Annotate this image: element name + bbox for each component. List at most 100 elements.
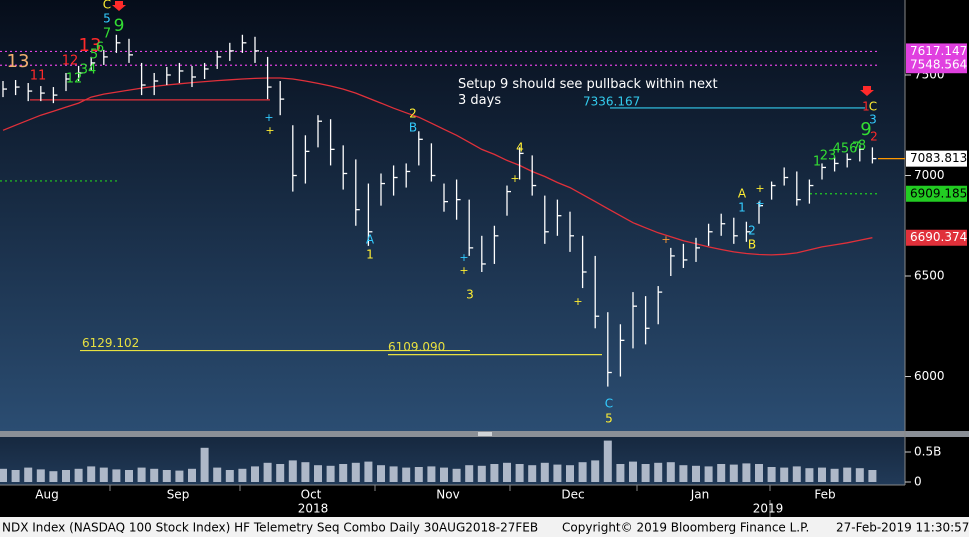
volume-bar — [414, 467, 423, 482]
level-label: 6129.102 — [82, 336, 139, 350]
level-tag — [906, 229, 967, 246]
volume-bar — [452, 468, 461, 482]
volume-bar — [389, 466, 398, 482]
volume-bar — [377, 465, 385, 482]
volume-bar — [591, 460, 600, 482]
volume-bar — [780, 467, 789, 482]
volume-bar — [326, 465, 335, 482]
annotation: + — [661, 233, 670, 246]
volume-bar — [99, 467, 108, 482]
divider-handle — [478, 432, 492, 436]
volume-bar — [603, 440, 612, 482]
annotation: C — [869, 100, 877, 114]
annotation: 1 — [862, 100, 870, 114]
annotation: 1 — [738, 201, 746, 215]
month-label: Jan — [690, 488, 710, 502]
annotation: 23 — [820, 149, 837, 164]
volume-bar — [654, 462, 663, 482]
level-tag — [906, 57, 967, 74]
volume-bar — [238, 468, 247, 482]
annotation: B — [748, 238, 756, 252]
annotation: 1 — [813, 155, 821, 170]
volume-bar — [0, 468, 7, 482]
month-label: Feb — [814, 488, 835, 502]
volume-bar — [36, 469, 45, 482]
month-label: Oct — [301, 488, 322, 502]
volume-bar — [553, 464, 562, 482]
annotation: 1 — [366, 248, 374, 262]
volume-bar — [805, 468, 814, 482]
annotation: 3 — [466, 288, 474, 302]
volume-bar — [301, 462, 310, 482]
annotation: 5 — [103, 12, 111, 26]
volume-bar — [540, 462, 549, 482]
volume-bar — [125, 470, 133, 482]
volume-bar — [339, 464, 348, 482]
volume-bar — [175, 470, 184, 482]
volume-bar — [263, 462, 272, 482]
volume-bar — [200, 447, 209, 482]
annotation: + — [265, 124, 274, 137]
volume-bar — [616, 464, 625, 482]
level-tag-label: 7617.147 — [910, 44, 967, 58]
volume-bar — [490, 464, 499, 482]
footer-copyright: Copyright© 2019 Bloomberg Finance L.P. — [562, 521, 809, 535]
volume-bar — [742, 463, 751, 482]
annotation: 12 — [62, 54, 79, 69]
annotation: + — [264, 111, 273, 124]
volume-bar — [578, 462, 587, 482]
volume-bar — [288, 460, 297, 482]
month-label: Nov — [436, 488, 459, 502]
annotation: 13 — [7, 51, 30, 72]
y-tick-label: 6000 — [914, 369, 945, 383]
annotation: 2 — [748, 224, 756, 238]
volume-bar — [74, 468, 83, 482]
year-label: 2019 — [753, 502, 784, 516]
level-tag — [906, 43, 967, 60]
volume-bar — [767, 467, 776, 482]
volume-bar — [566, 465, 574, 482]
volume-bar — [188, 468, 196, 482]
annotation: 6 — [96, 41, 104, 56]
annotation: 456 — [833, 142, 858, 157]
level-tag-label: 7548.564 — [910, 58, 967, 72]
volume-bar — [402, 467, 411, 482]
volume-bar — [62, 470, 70, 482]
volume-tick-label: 0 — [914, 475, 922, 489]
annotation: 9 — [114, 16, 125, 36]
annotation: B — [409, 121, 417, 135]
y-tick-label: 6500 — [914, 269, 945, 283]
footer — [0, 517, 969, 537]
annotation: 5 — [90, 48, 98, 63]
level-label: 6109.090 — [388, 340, 445, 354]
volume-bar — [351, 462, 360, 482]
annotation: A — [366, 233, 375, 247]
level-tag — [906, 150, 967, 167]
volume-bar — [87, 466, 96, 482]
year-label: 2018 — [298, 502, 329, 516]
volume-bar — [855, 468, 864, 482]
annotation: 4 — [516, 141, 524, 155]
month-label: Dec — [561, 488, 584, 502]
volume-bar — [162, 470, 171, 482]
volume-tick-label: 0.5B — [914, 445, 941, 459]
annotation: 11 — [30, 69, 47, 84]
annotation: C — [103, 0, 111, 12]
volume-bar — [515, 464, 524, 482]
volume-bar — [868, 470, 877, 482]
annotation: 2 — [870, 130, 878, 144]
volume-bar — [666, 462, 675, 482]
month-label: Sep — [167, 488, 190, 502]
volume-bar — [225, 470, 234, 482]
month-label: Aug — [35, 488, 58, 502]
volume-bar — [717, 464, 726, 482]
volume-bar — [364, 461, 373, 482]
volume-bar — [11, 470, 20, 482]
annotation: 34 — [80, 63, 97, 78]
annotation: 3 — [869, 113, 877, 127]
volume-bar — [477, 465, 486, 482]
note: Setup 9 should see pullback within next … — [458, 77, 718, 108]
y-tick-label: 7000 — [914, 168, 945, 182]
level-label: 7336.167 — [583, 94, 640, 108]
